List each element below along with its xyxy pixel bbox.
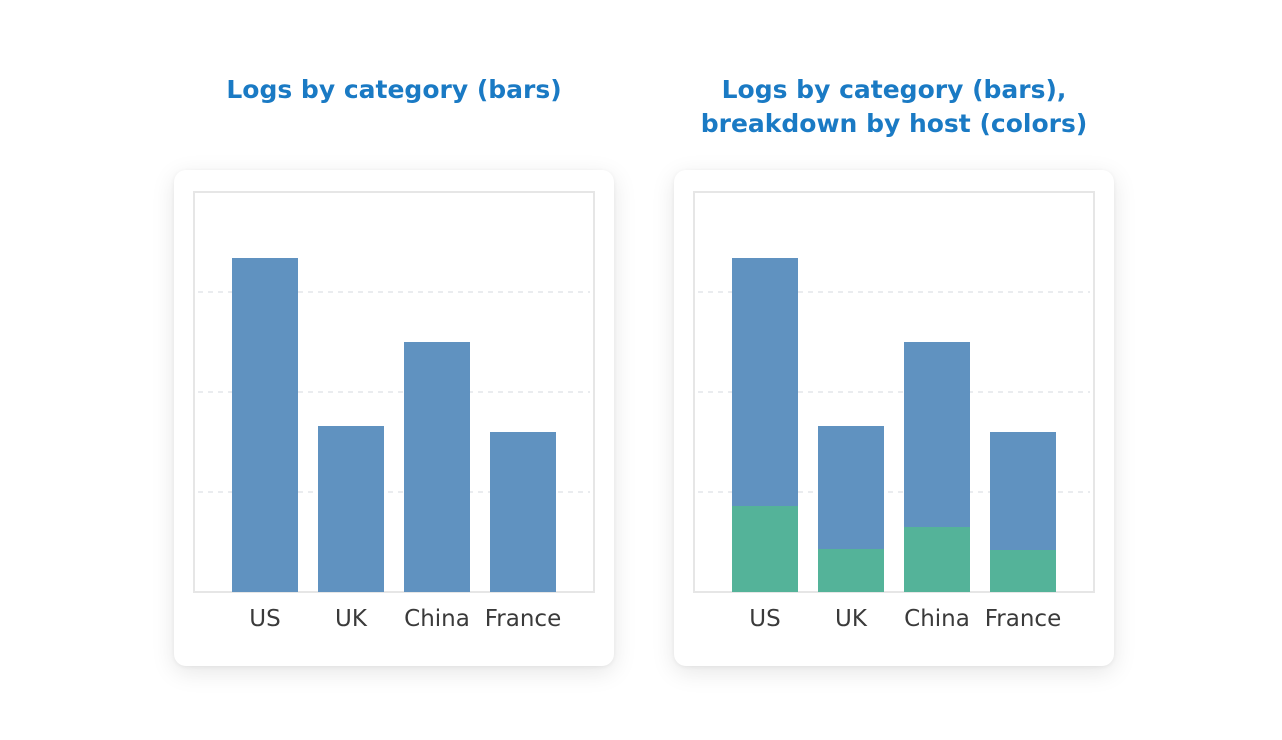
left-chart-x-tick-label: US: [249, 606, 280, 632]
chart-title-right-line-1: Logs by category (bars),: [721, 75, 1067, 104]
right-chart-x-tick-label: France: [985, 606, 1061, 632]
chart-title-right: Logs by category (bars), breakdown by ho…: [674, 73, 1114, 141]
left-chart-bar-france: [490, 432, 556, 592]
right-chart-bar-france-segment-2: [990, 432, 1056, 550]
chart-card-right: US UK China France: [674, 170, 1114, 666]
right-chart-plot-frame: [693, 191, 1095, 593]
stacked-bar-chart-right: US UK China France: [693, 191, 1095, 632]
left-chart-x-tick-label: UK: [335, 606, 368, 632]
chart-title-left-text: Logs by category (bars): [226, 75, 562, 104]
left-chart-plot-frame: [193, 191, 595, 593]
chart-title-left: Logs by category (bars): [174, 73, 614, 107]
right-chart-x-tick-label: China: [904, 606, 970, 632]
right-chart-bar-uk-segment-2: [818, 426, 884, 549]
left-chart-x-tick-label: China: [404, 606, 470, 632]
left-chart-x-tick-label: France: [485, 606, 561, 632]
left-chart-bar-china: [404, 342, 470, 592]
right-chart-x-tick-label: UK: [835, 606, 868, 632]
right-chart-bar-china-segment-2: [904, 342, 970, 527]
chart-title-right-line-2: breakdown by host (colors): [700, 109, 1088, 138]
bar-chart-left: US UK China France: [193, 191, 595, 632]
right-chart-bar-us-segment-1: [732, 506, 798, 592]
left-chart-bar-us: [232, 258, 298, 592]
right-chart-x-tick-label: US: [749, 606, 780, 632]
right-chart-bar-us-segment-2: [732, 258, 798, 506]
right-chart-bar-uk-segment-1: [818, 549, 884, 592]
right-chart-bar-china-segment-1: [904, 527, 970, 592]
right-chart-bar-france-segment-1: [990, 550, 1056, 592]
left-chart-bar-uk: [318, 426, 384, 592]
chart-card-left: US UK China France: [174, 170, 614, 666]
